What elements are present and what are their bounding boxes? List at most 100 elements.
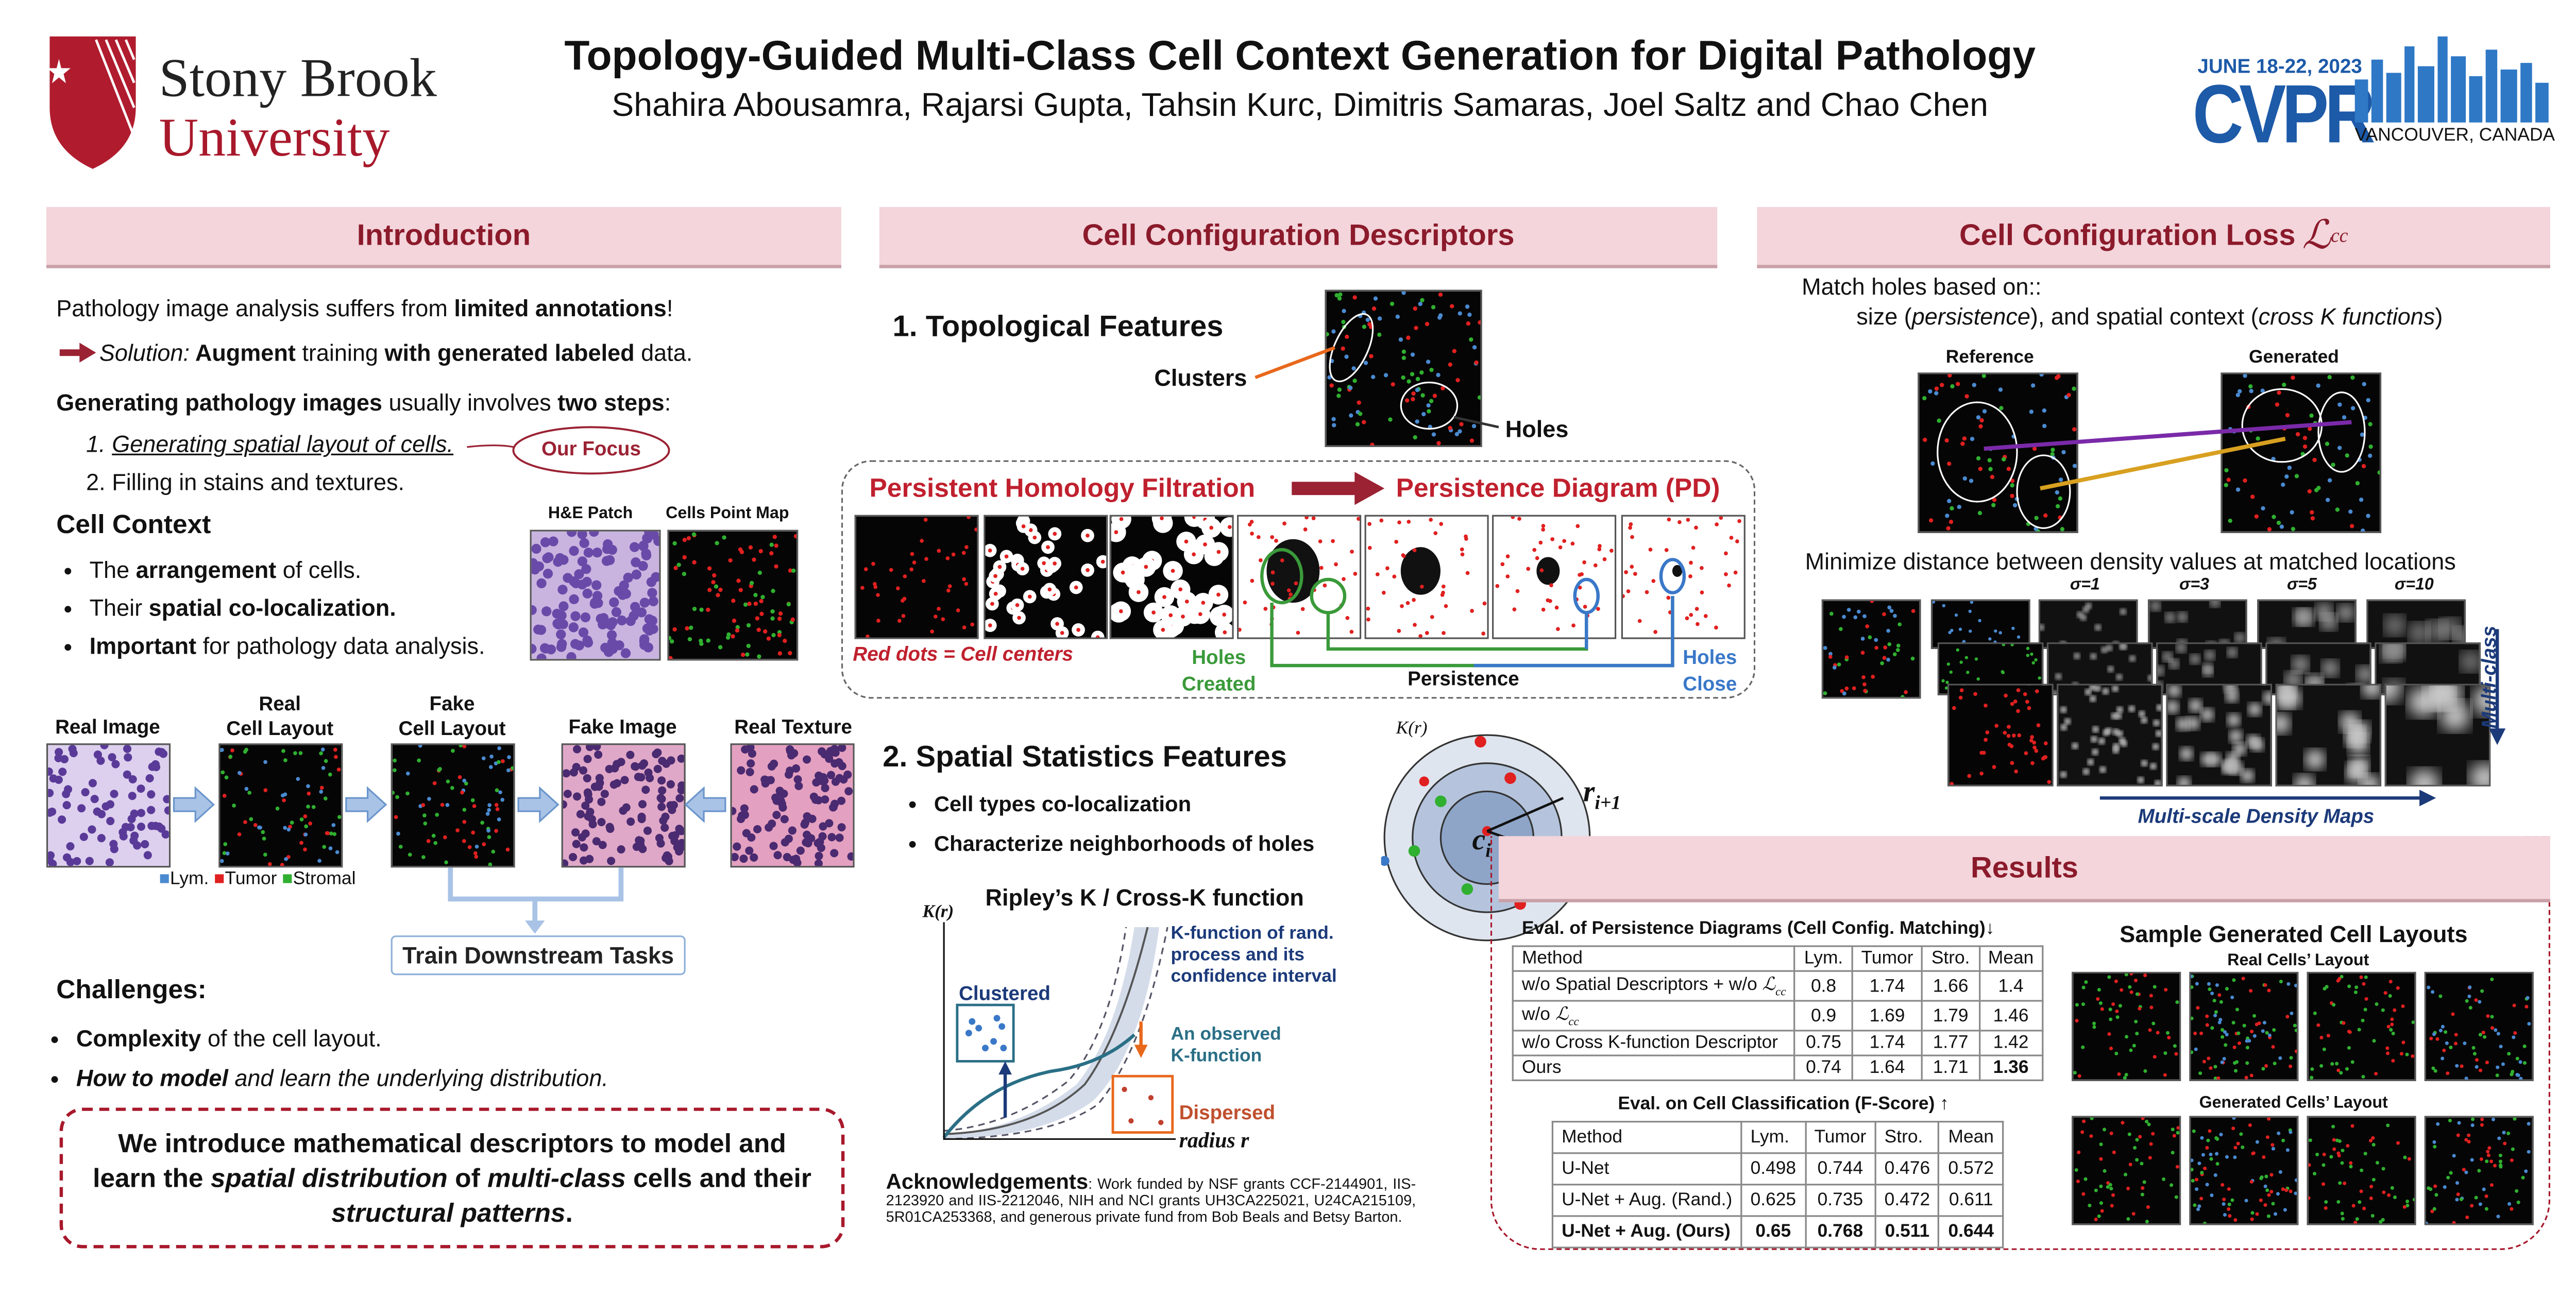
dot: [2106, 1185, 2110, 1189]
dot: [2058, 496, 2063, 501]
dot: [769, 551, 774, 556]
center-label: ci: [1472, 823, 1491, 862]
dot: [467, 845, 472, 849]
dot: [592, 548, 602, 558]
image-art: [563, 745, 684, 866]
dot: [2363, 1152, 2367, 1156]
dot: [1400, 604, 1404, 608]
dot: [648, 596, 658, 607]
dot: [445, 803, 450, 807]
dot: [1896, 643, 1901, 648]
dot: [2362, 1206, 2366, 1210]
dot: [2108, 1183, 2112, 1187]
dot: [324, 759, 328, 763]
bullet-list: The arrangement of cells. Their spatial …: [63, 551, 485, 665]
dot: [1350, 550, 1354, 554]
dot: [2361, 464, 2366, 469]
dot: [2223, 1213, 2227, 1217]
table-row: Ours 0.74 1.64 1.71 1.36: [1512, 1055, 2044, 1082]
dot: [531, 605, 537, 616]
dot: [418, 745, 422, 748]
label-line: Real: [259, 692, 301, 715]
dot: [1114, 530, 1118, 535]
dot: [2409, 623, 2429, 643]
dot: [2011, 733, 2016, 738]
dot: [2346, 762, 2366, 783]
dot: [110, 845, 118, 853]
dot: [1950, 628, 1954, 633]
dot: [531, 565, 540, 575]
dot: [636, 607, 647, 618]
dot: [2431, 990, 2435, 994]
dot: [2215, 1152, 2219, 1156]
dot: [871, 561, 875, 566]
dot: [1724, 551, 1728, 556]
dot: [2350, 406, 2355, 411]
dot: [1192, 516, 1196, 519]
dot: [934, 614, 938, 619]
dot: [2135, 1158, 2139, 1162]
dot: [1369, 354, 1374, 358]
dot: [1970, 437, 1975, 441]
dot: [487, 803, 492, 808]
dot: [2036, 723, 2041, 728]
dot: [2072, 742, 2079, 749]
axis-label: Multi-scale Density Maps: [2138, 805, 2375, 828]
dot: [2261, 1067, 2265, 1071]
dot: [2009, 744, 2014, 748]
dot: [2371, 1177, 2376, 1182]
dot: [2269, 1173, 2274, 1177]
dot: [497, 760, 501, 764]
matching-lines: [1937, 388, 2366, 529]
dot: [583, 637, 594, 648]
dot: [1512, 607, 1517, 611]
dot: [1994, 629, 1997, 633]
dot: [651, 572, 659, 582]
value-cell: 1.77: [1921, 1030, 1980, 1057]
dot: [2060, 527, 2065, 532]
sample-image: [2189, 1116, 2299, 1225]
dot: [1458, 311, 1462, 316]
dot: [2432, 1207, 2436, 1211]
dot: [2221, 1035, 2225, 1039]
pipeline-arrows: [173, 786, 726, 934]
dot: [2370, 1214, 2375, 1218]
dot: [1086, 568, 1090, 572]
dot: [2055, 490, 2059, 495]
dot: [541, 606, 552, 617]
dot: [2401, 1040, 2405, 1045]
dot: [657, 802, 666, 811]
dot: [81, 788, 90, 797]
image-background: [1919, 374, 2077, 532]
dot: [818, 747, 826, 756]
dot: [2498, 1159, 2503, 1164]
dot: [1181, 614, 1185, 619]
dot: [108, 753, 116, 762]
dot: [2103, 1169, 2107, 1173]
dot: [489, 754, 494, 759]
dot: [769, 842, 778, 850]
dot: [58, 767, 67, 776]
dot: [283, 758, 287, 762]
dot: [2225, 987, 2229, 991]
dot: [2401, 1004, 2405, 1009]
dot: [2379, 1220, 2383, 1224]
dot: [1593, 563, 1598, 568]
bullet: Characterize neighborhoods of holes: [934, 825, 1314, 864]
dot: [1714, 625, 1718, 630]
dot: [1436, 441, 1441, 446]
dot: [1021, 524, 1026, 528]
dot: [2489, 1183, 2494, 1187]
dot: [787, 751, 796, 760]
text-segment: Solution:: [99, 339, 190, 366]
dot: [147, 790, 156, 799]
dot: [1880, 661, 1884, 665]
dot: [1311, 516, 1316, 520]
dot: [1689, 560, 1693, 565]
label-line: Cell Layout: [398, 716, 506, 740]
dot: [1829, 611, 1834, 616]
image-art: [2308, 1117, 2415, 1224]
text-segment: Complexity: [76, 1024, 201, 1052]
dot: [1962, 436, 1967, 441]
dot: [930, 629, 935, 634]
